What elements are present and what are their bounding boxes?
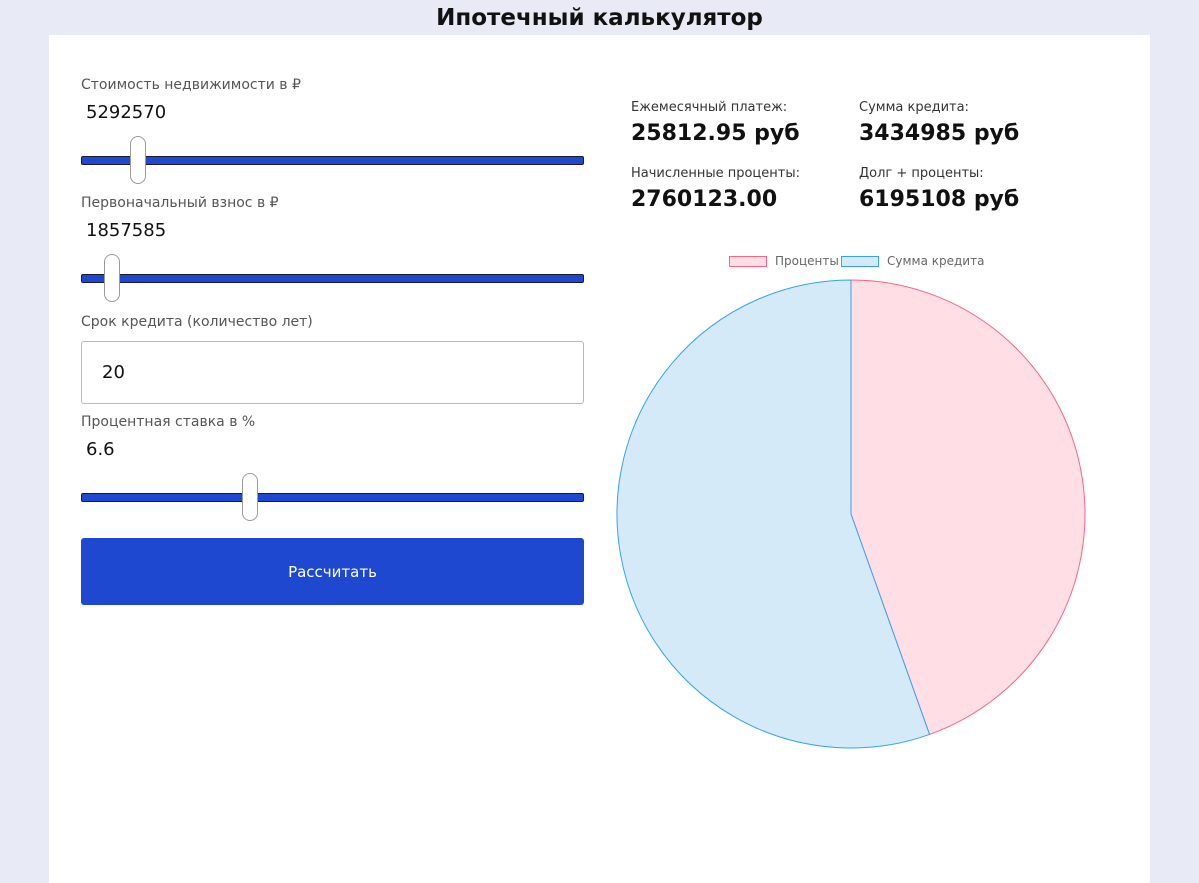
down-payment-slider-track[interactable]	[81, 274, 584, 283]
interest-label: Начисленные проценты:	[631, 166, 800, 181]
pie-slice-interest[interactable]	[850, 279, 1086, 736]
pie-slice-loan[interactable]	[616, 279, 931, 749]
interest-value: 2760123.00	[631, 187, 778, 212]
page-title: Ипотечный калькулятор	[436, 5, 763, 31]
property-cost-label: Стоимость недвижимости в ₽	[81, 77, 301, 93]
term-input[interactable]	[81, 341, 584, 404]
property-cost-slider-track[interactable]	[81, 156, 584, 165]
rate-value: 6.6	[86, 439, 115, 460]
monthly-payment-value: 25812.95 руб	[631, 121, 800, 146]
down-payment-label: Первоначальный взнос в ₽	[81, 195, 279, 211]
rate-slider-thumb[interactable]	[241, 473, 258, 521]
down-payment-slider-thumb[interactable]	[103, 254, 120, 302]
property-cost-slider-thumb[interactable]	[129, 136, 146, 184]
loan-amount-value: 3434985 руб	[859, 121, 1020, 146]
term-label: Срок кредита (количество лет)	[81, 314, 313, 330]
rate-slider[interactable]	[81, 473, 584, 523]
legend-label-interest: Проценты	[775, 254, 839, 268]
calculate-button[interactable]: Рассчитать	[81, 538, 584, 605]
total-label: Долг + проценты:	[859, 166, 984, 181]
loan-amount-label: Сумма кредита:	[859, 100, 969, 115]
down-payment-value: 1857585	[86, 220, 167, 241]
total-value: 6195108 руб	[859, 187, 1020, 212]
legend-label-loan: Сумма кредита	[887, 254, 985, 268]
pie-chart	[616, 279, 1086, 749]
rate-slider-track[interactable]	[81, 493, 584, 502]
property-cost-value: 5292570	[86, 102, 167, 123]
down-payment-slider[interactable]	[81, 254, 584, 304]
monthly-payment-label: Ежемесячный платеж:	[631, 100, 788, 115]
property-cost-slider[interactable]	[81, 136, 584, 186]
rate-label: Процентная ставка в %	[81, 414, 256, 430]
calculator-panel: Стоимость недвижимости в ₽ 5292570 Перво…	[49, 35, 1150, 883]
legend-swatch-interest	[729, 256, 767, 267]
legend-swatch-loan	[841, 256, 879, 267]
